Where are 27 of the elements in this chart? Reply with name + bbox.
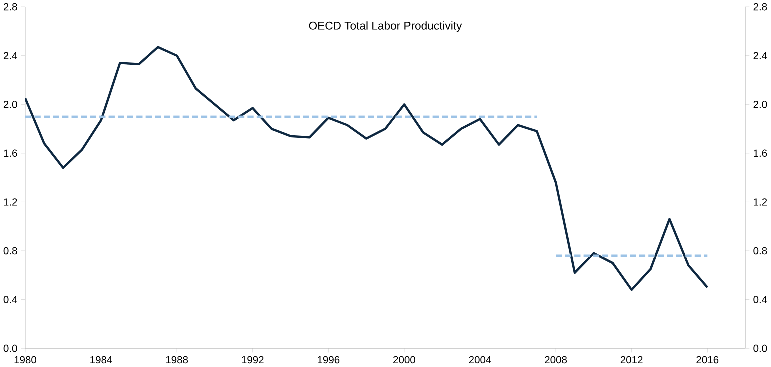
y-tick-label: 2.8	[4, 3, 18, 11]
y2-tick-label: 2.4	[754, 52, 768, 60]
x-tick-label: 2000	[394, 356, 416, 364]
y2-tick-label: 0.4	[754, 296, 768, 304]
text: OECD Total Labor Productivity	[309, 22, 462, 32]
x-tick-label: 2012	[620, 356, 643, 364]
y2-tick-label: 2.0	[754, 100, 768, 108]
x-tick-label: 2016	[696, 356, 719, 364]
y-tick-label: 1.2	[4, 198, 18, 206]
y-tick-label: 1.6	[4, 150, 18, 158]
y-tick-label: 2.0	[4, 100, 18, 108]
y2-tick-label: 1.6	[754, 150, 768, 158]
x-tick-label: 2004	[469, 356, 492, 364]
x-tick-label: 1992	[242, 356, 264, 364]
y2-tick-label: 1.2	[754, 198, 768, 206]
y-tick-label: 2.4	[4, 52, 18, 60]
x-tick-label: 1984	[90, 356, 112, 364]
x-tick-label: 1980	[14, 356, 37, 364]
y-tick-label: 0.0	[4, 344, 18, 352]
y2-tick-label: 0.0	[754, 344, 768, 352]
x-tick-label: 2008	[545, 356, 568, 364]
y-tick-label: 0.8	[4, 247, 18, 255]
x-tick-label: 1988	[166, 356, 188, 364]
y2-tick-label: 2.8	[754, 3, 768, 11]
y2-tick-label: 0.8	[754, 247, 768, 255]
x-tick-label: 1996	[318, 356, 340, 364]
y-tick-label: 0.4	[4, 296, 18, 304]
